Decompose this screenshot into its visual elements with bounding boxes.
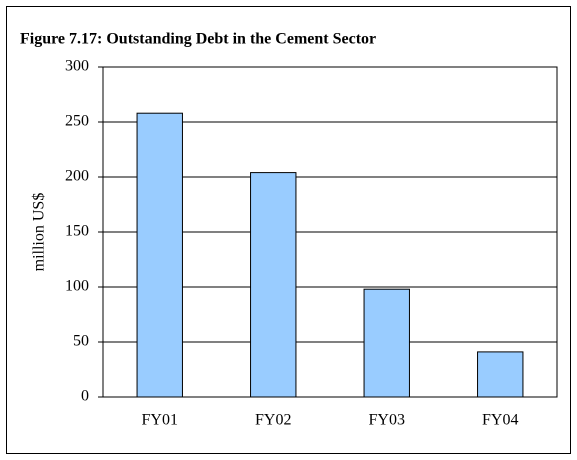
y-tick-label: 300 [65,58,89,75]
x-tick-label: FY01 [142,412,178,429]
y-tick-label: 200 [65,168,89,185]
y-axis-label: million US$ [31,193,48,272]
bar [477,351,524,398]
frame [6,6,571,454]
y-tick-label: 250 [65,113,89,130]
x-tick-label: FY03 [369,412,405,429]
y-tick-label: 150 [65,223,89,240]
y-tick-label: 50 [73,333,89,350]
x-tick-label: FY02 [255,412,291,429]
y-tick-label: 100 [65,278,89,295]
x-tick-label: FY04 [482,412,518,429]
bar [250,172,297,398]
chart-title: Figure 7.17: Outstanding Debt in the Cem… [20,31,376,48]
bar [363,288,410,398]
y-tick-label: 0 [81,388,89,405]
bar [136,112,183,398]
